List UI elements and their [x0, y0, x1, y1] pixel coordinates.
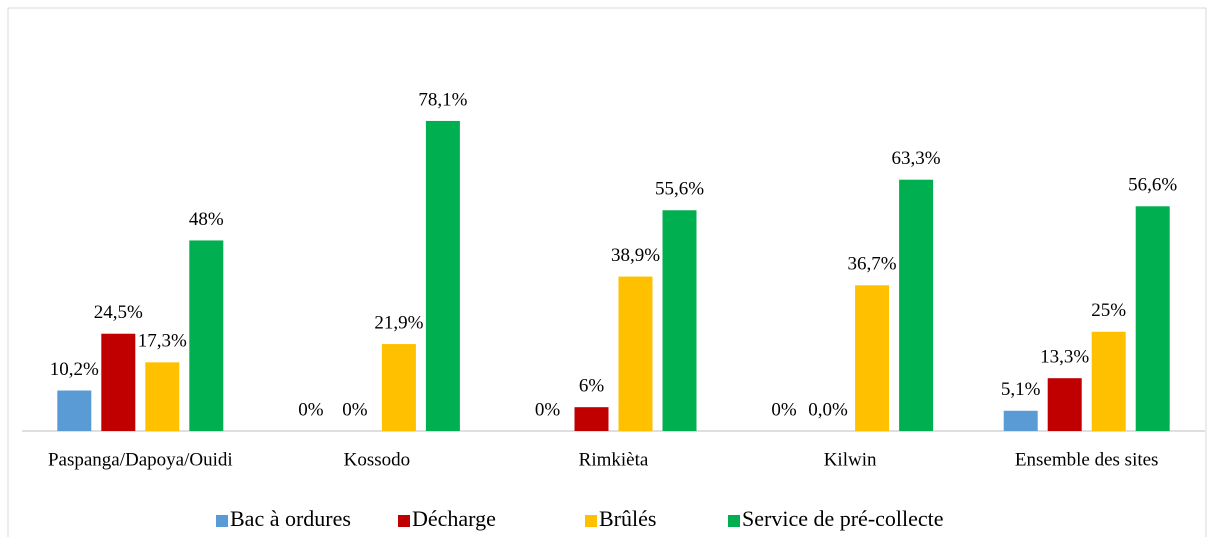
data-label: 63,3%: [892, 148, 941, 169]
chart-frame: [7, 7, 1207, 542]
data-label: 25%: [1091, 300, 1126, 321]
bar: [1135, 206, 1170, 431]
bar: [1047, 378, 1082, 431]
bar: [1091, 331, 1126, 431]
legend-label: Service de pré-collecte: [742, 506, 944, 531]
bar: [618, 276, 653, 431]
bar: [1003, 410, 1038, 431]
bar: [574, 407, 609, 431]
data-label: 5,1%: [1001, 379, 1041, 400]
data-label: 48%: [189, 209, 224, 230]
x-tick-label: Ensemble des sites: [1015, 449, 1159, 470]
legend-label: Brûlés: [599, 506, 656, 531]
x-tick-label: Paspanga/Dapoya/Ouidi: [48, 449, 233, 470]
data-label: 36,7%: [848, 254, 897, 275]
bar: [101, 333, 136, 431]
data-label: 0%: [342, 399, 368, 420]
legend-swatch: [728, 515, 740, 527]
legend-swatch: [585, 515, 597, 527]
data-label: 17,3%: [138, 331, 187, 352]
data-label: 56,6%: [1128, 175, 1177, 196]
data-label: 0%: [298, 399, 324, 420]
legend-label: Décharge: [412, 506, 496, 531]
bar: [189, 240, 224, 431]
bar: [855, 285, 890, 431]
data-label: 13,3%: [1040, 347, 1089, 368]
legend-swatch: [398, 515, 410, 527]
data-label: 0,0%: [808, 399, 848, 420]
bar: [425, 120, 460, 432]
bar: [381, 344, 416, 431]
data-label: 6%: [579, 376, 605, 397]
x-tick-label: Kilwin: [824, 449, 877, 470]
data-label: 55,6%: [655, 179, 704, 200]
data-label: 78,1%: [418, 89, 467, 110]
data-label: 24,5%: [94, 302, 143, 323]
legend-swatch: [216, 515, 228, 527]
bar: [57, 390, 92, 431]
data-label: 0%: [771, 399, 797, 420]
data-label: 0%: [535, 399, 561, 420]
data-label: 38,9%: [611, 245, 660, 266]
bar: [145, 362, 180, 431]
data-label: 21,9%: [374, 312, 423, 333]
x-tick-label: Rimkièta: [579, 449, 649, 470]
bar: [662, 210, 697, 431]
bar: [899, 179, 934, 431]
data-label: 10,2%: [50, 359, 99, 380]
x-tick-label: Kossodo: [344, 449, 411, 470]
legend-label: Bac à ordures: [230, 506, 351, 531]
